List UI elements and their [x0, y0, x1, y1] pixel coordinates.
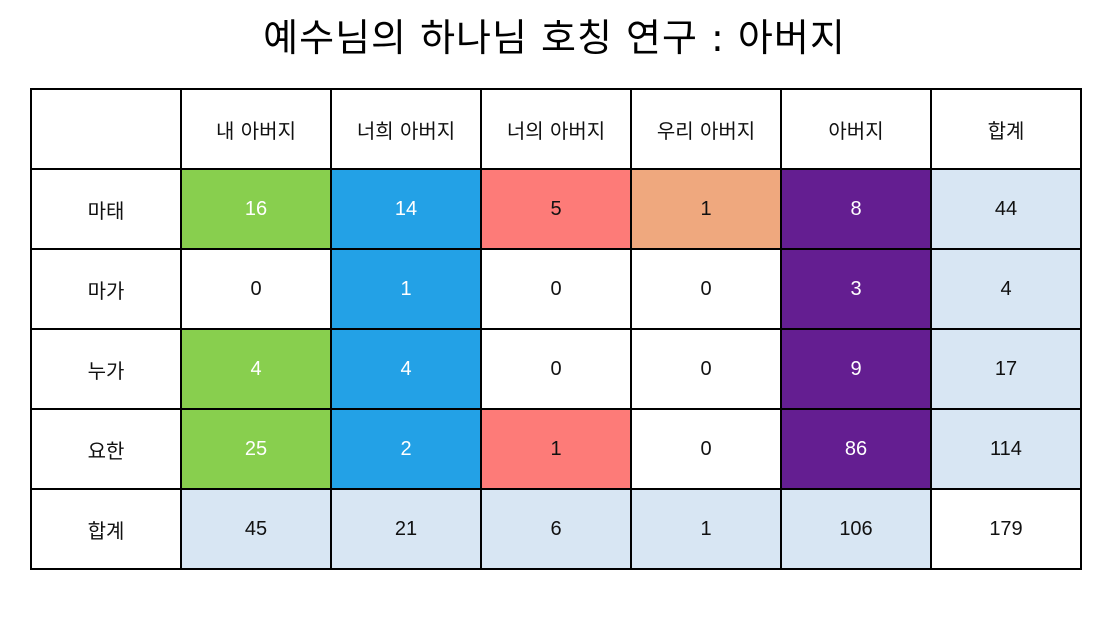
data-table: 내 아버지 너희 아버지 너의 아버지 우리 아버지 아버지 합계 마태 16 14… [30, 88, 1082, 570]
table-cell: 1 [630, 488, 782, 570]
table-row: 합계 45 21 6 1 106 179 [30, 488, 1082, 570]
table-cell: 0 [630, 328, 782, 410]
column-header: 아버지 [780, 88, 932, 170]
row-header: 합계 [30, 488, 182, 570]
table-cell: 179 [930, 488, 1082, 570]
table-row: 요한 25 2 1 0 86 114 [30, 408, 1082, 490]
table-cell: 86 [780, 408, 932, 490]
table-cell: 4 [180, 328, 332, 410]
column-header: 우리 아버지 [630, 88, 782, 170]
table-row: 마태 16 14 5 1 8 44 [30, 168, 1082, 250]
row-header: 마태 [30, 168, 182, 250]
table-cell: 5 [480, 168, 632, 250]
column-header: 너의 아버지 [480, 88, 632, 170]
table-cell: 0 [630, 408, 782, 490]
table-cell: 114 [930, 408, 1082, 490]
table-cell: 106 [780, 488, 932, 570]
table-cell: 0 [180, 248, 332, 330]
table-cell: 1 [330, 248, 482, 330]
table-cell: 0 [480, 328, 632, 410]
table-cell: 3 [780, 248, 932, 330]
table-cell: 44 [930, 168, 1082, 250]
column-header: 너희 아버지 [330, 88, 482, 170]
table-cell: 0 [480, 248, 632, 330]
table-cell: 21 [330, 488, 482, 570]
table-cell: 14 [330, 168, 482, 250]
table-row: 누가 4 4 0 0 9 17 [30, 328, 1082, 410]
table-cell: 1 [480, 408, 632, 490]
table-cell: 17 [930, 328, 1082, 410]
table-cell: 8 [780, 168, 932, 250]
table-row: 마가 0 1 0 0 3 4 [30, 248, 1082, 330]
column-header: 합계 [930, 88, 1082, 170]
row-header: 요한 [30, 408, 182, 490]
table-cell: 2 [330, 408, 482, 490]
table-cell: 4 [330, 328, 482, 410]
table-cell: 0 [630, 248, 782, 330]
table-cell: 9 [780, 328, 932, 410]
table-cell: 4 [930, 248, 1082, 330]
page-title: 예수님의 하나님 호칭 연구 : 아버지 [263, 16, 846, 60]
table-cell: 16 [180, 168, 332, 250]
row-header: 마가 [30, 248, 182, 330]
table-cell: 6 [480, 488, 632, 570]
table-cell: 1 [630, 168, 782, 250]
corner-cell [30, 88, 182, 170]
column-header: 내 아버지 [180, 88, 332, 170]
table-cell: 25 [180, 408, 332, 490]
row-header: 누가 [30, 328, 182, 410]
table-cell: 45 [180, 488, 332, 570]
table-header-row: 내 아버지 너희 아버지 너의 아버지 우리 아버지 아버지 합계 [30, 88, 1082, 170]
